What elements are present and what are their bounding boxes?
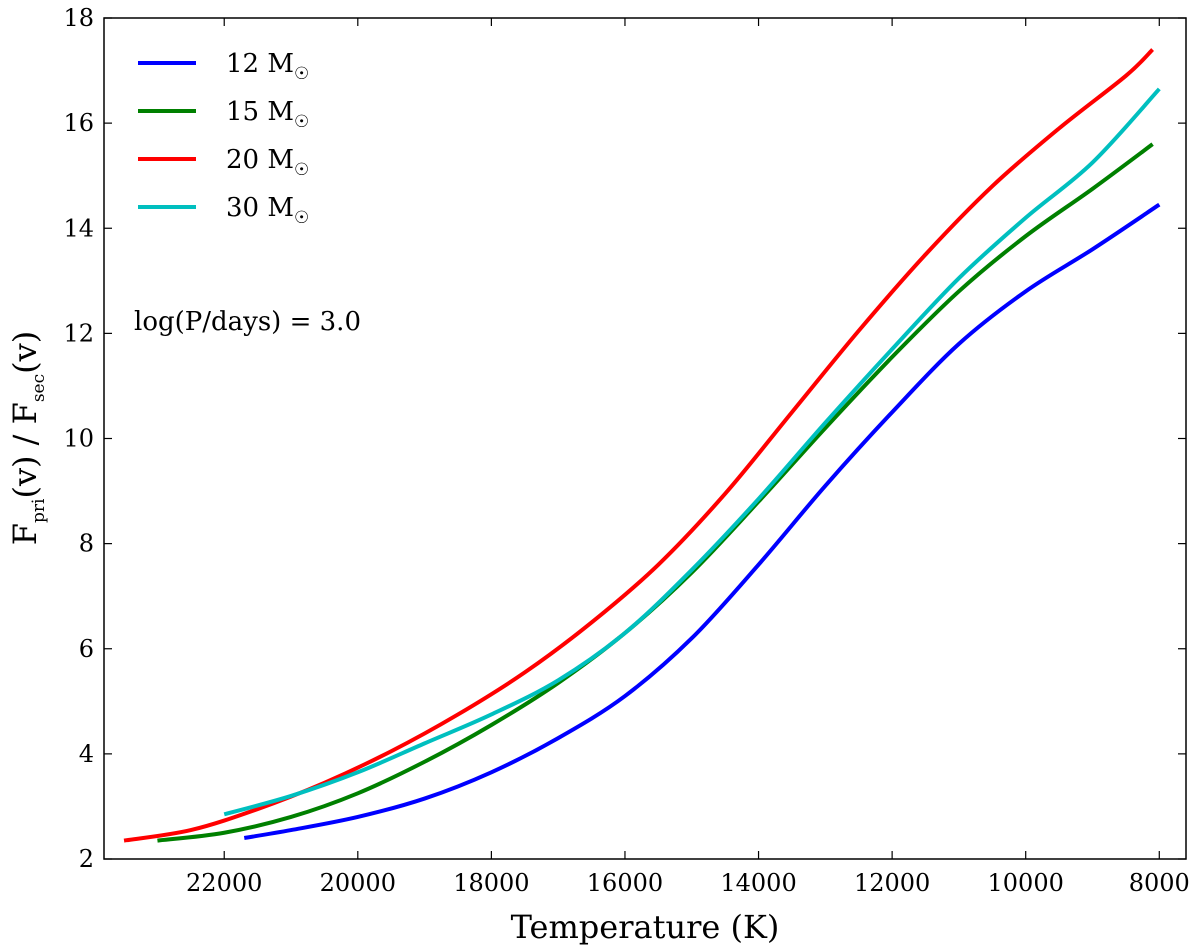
x-tick-label: 20000 (320, 869, 396, 897)
legend-label: 12 M☉ (226, 49, 309, 84)
legend-label: 30 M☉ (226, 193, 309, 228)
series-line-12-m (243, 202, 1161, 840)
series-lines (123, 48, 1161, 843)
y-tick-label: 6 (79, 635, 94, 663)
axis-ticks: 22000 20000 18000 16000 14000 12000 10000 8000 2… (63, 4, 1189, 897)
series-line-30-m (223, 87, 1161, 817)
x-tick-label: 8000 (1129, 869, 1190, 897)
x-tick-label: 16000 (587, 869, 663, 897)
x-tick-label: 12000 (854, 869, 930, 897)
x-tick-label: 10000 (988, 869, 1064, 897)
x-tick-label: 14000 (720, 869, 796, 897)
x-tick-label: 18000 (453, 869, 529, 897)
x-axis-label: Temperature (K) (511, 908, 780, 946)
y-tick-label: 16 (63, 109, 94, 137)
y-axis-label: Fpri(v) / Fsec(v) (6, 331, 49, 545)
y-tick-label: 10 (63, 425, 94, 453)
y-tick-label: 8 (79, 530, 94, 558)
y-tick-label: 2 (79, 845, 94, 873)
plot-frame (103, 17, 1187, 860)
y-tick-label: 12 (63, 319, 94, 347)
y-tick-label: 4 (79, 740, 94, 768)
y-tick-label: 14 (63, 214, 94, 242)
x-tick-label: 22000 (186, 869, 262, 897)
y-tick-label: 18 (63, 4, 94, 32)
legend-label: 20 M☉ (226, 145, 309, 180)
legend-label: 15 M☉ (226, 97, 309, 132)
legend: 12 M☉ 15 M☉ 20 M☉ 30 M☉ (138, 49, 309, 228)
period-annotation: log(P/days) = 3.0 (134, 307, 361, 337)
